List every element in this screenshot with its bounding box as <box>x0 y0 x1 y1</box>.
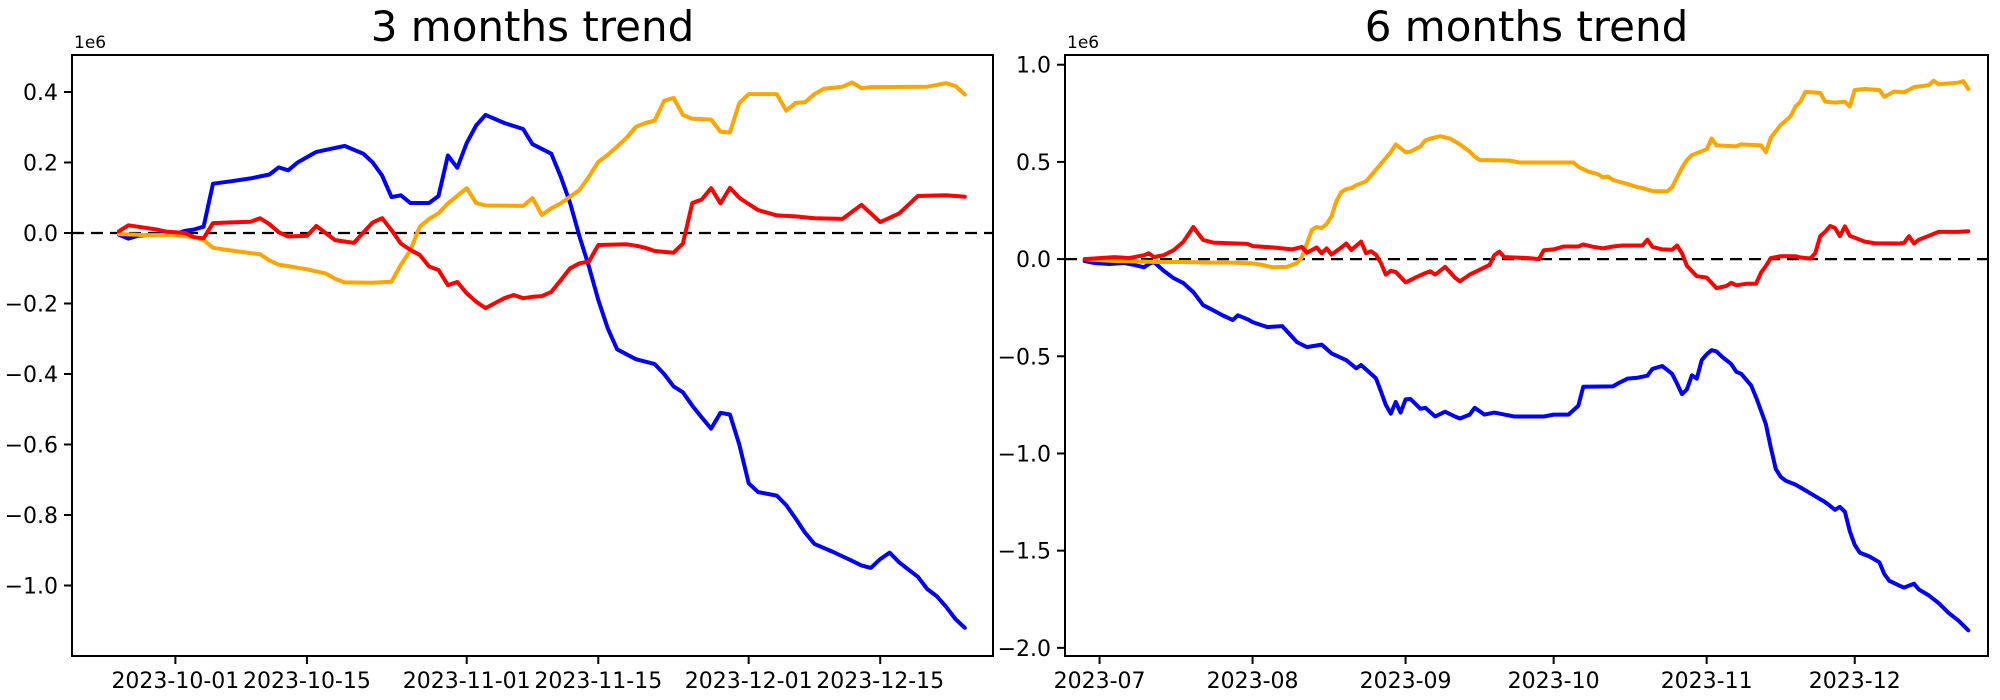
y-tick-label: −1.5 <box>998 540 1051 565</box>
y-tick-label: −1.0 <box>998 442 1051 467</box>
series-orange-line <box>1082 78 1971 270</box>
series-red-line <box>1082 224 1971 291</box>
y-tick-label: 0.0 <box>23 222 58 247</box>
x-tick-label: 2023-07 <box>1054 669 1146 694</box>
y-tick-label: −0.8 <box>5 504 58 529</box>
y-tick-label: 0.5 <box>1016 151 1051 176</box>
x-tick-label: 2023-11-01 <box>403 669 531 694</box>
x-tick-label: 2023-12-15 <box>816 669 944 694</box>
series-red-line <box>117 185 967 311</box>
y-tick-label: 0.4 <box>23 81 58 106</box>
y-tick-label: −0.4 <box>5 363 58 388</box>
y-tick-label: 1.0 <box>1016 54 1051 79</box>
chart-title-3-months: 3 months trend <box>370 2 695 51</box>
x-tick-label: 2023-12-01 <box>685 669 813 694</box>
x-tick-label: 2023-10-01 <box>111 669 239 694</box>
plot-frame <box>1064 54 1989 657</box>
y-tick-label: −2.0 <box>998 637 1051 662</box>
chart-title-6-months: 6 months trend <box>1364 2 1689 51</box>
x-tick-label: 2023-10 <box>1508 669 1600 694</box>
y-tick-label: −0.5 <box>998 345 1051 370</box>
series-blue-line <box>1082 259 1971 633</box>
y-tick-label: −1.0 <box>5 575 58 600</box>
series-blue-line <box>117 112 967 630</box>
x-tick-label: 2023-10-15 <box>243 669 371 694</box>
y-tick-label: 0.2 <box>23 152 58 177</box>
x-tick-label: 2023-11 <box>1661 669 1753 694</box>
series-orange-line <box>117 80 967 285</box>
x-tick-label: 2023-09 <box>1360 669 1452 694</box>
x-tick-label: 2023-08 <box>1207 669 1299 694</box>
x-tick-label: 2023-12 <box>1809 669 1901 694</box>
y-tick-label: −0.2 <box>5 293 58 318</box>
y-tick-label: 0.0 <box>1016 248 1051 273</box>
x-tick-label: 2023-11-15 <box>534 669 662 694</box>
y-axis-offset-label-right: 1e6 <box>1067 33 1100 53</box>
y-axis-offset-label-left: 1e6 <box>74 33 107 53</box>
plot-frame <box>71 54 994 657</box>
y-tick-label: −0.6 <box>5 434 58 459</box>
